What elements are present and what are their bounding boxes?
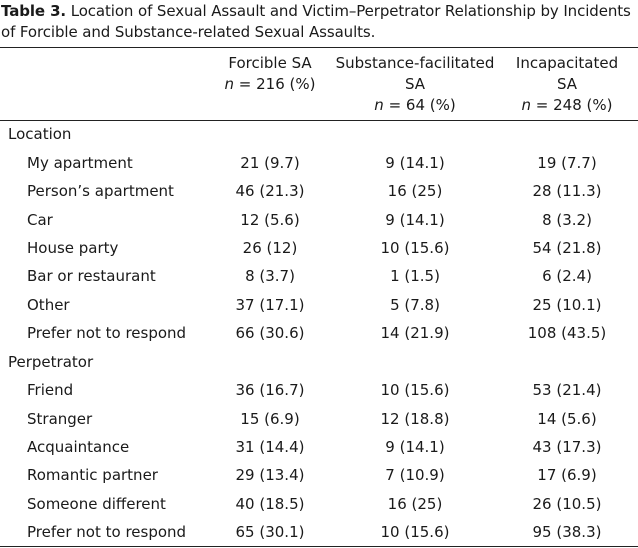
row-label: Car [27, 211, 53, 229]
column-header-n: n = 248 (%) [521, 96, 613, 114]
row-value-substance: 10 (15.6) [380, 523, 450, 541]
row-value-incapacitated: 54 (21.8) [532, 239, 602, 257]
row-value-forcible: 36 (16.7) [235, 381, 305, 399]
column-header-title: Substance-facilitated [335, 54, 495, 72]
column-header-substance: Substance-facilitated SA n = 64 (%) [325, 53, 505, 116]
row-value-incapacitated: 26 (10.5) [532, 495, 602, 513]
header-rule [0, 120, 638, 121]
column-header-forcible: Forcible SA n = 216 (%) [205, 53, 335, 95]
column-header-title-2: SA [404, 75, 426, 93]
table-caption-label: Table 3. [1, 2, 67, 20]
row-value-substance: 16 (25) [387, 182, 443, 200]
row-value-forcible: 8 (3.7) [245, 267, 295, 285]
table-caption-text: Location of Sexual Assault and Victim–Pe… [1, 2, 631, 41]
row-value-forcible: 21 (9.7) [240, 154, 300, 172]
row-value-forcible: 26 (12) [242, 239, 298, 257]
row-value-forcible: 29 (13.4) [235, 466, 305, 484]
column-header-title: Incapacitated [515, 54, 619, 72]
row-value-forcible: 40 (18.5) [235, 495, 305, 513]
column-header-incapacitated: Incapacitated SA n = 248 (%) [502, 53, 632, 116]
row-value-substance: 9 (14.1) [385, 438, 445, 456]
row-value-forcible: 31 (14.4) [235, 438, 305, 456]
top-rule [0, 47, 638, 48]
row-value-incapacitated: 95 (38.3) [532, 523, 602, 541]
row-value-substance: 14 (21.9) [380, 324, 450, 342]
row-value-substance: 5 (7.8) [390, 296, 440, 314]
row-value-incapacitated: 43 (17.3) [532, 438, 602, 456]
column-header-n: n = 64 (%) [374, 96, 456, 114]
row-value-substance: 16 (25) [387, 495, 443, 513]
row-label: My apartment [27, 154, 133, 172]
row-value-forcible: 46 (21.3) [235, 182, 305, 200]
row-value-substance: 10 (15.6) [380, 239, 450, 257]
row-value-substance: 9 (14.1) [385, 211, 445, 229]
row-value-incapacitated: 17 (6.9) [537, 466, 597, 484]
column-header-n: n = 216 (%) [224, 75, 316, 93]
row-label: Person’s apartment [27, 182, 174, 200]
row-label: Friend [27, 381, 74, 399]
row-label: Prefer not to respond [27, 523, 187, 541]
row-value-incapacitated: 28 (11.3) [532, 182, 602, 200]
row-value-forcible: 12 (5.6) [240, 211, 300, 229]
row-value-forcible: 15 (6.9) [240, 410, 300, 428]
row-value-incapacitated: 19 (7.7) [537, 154, 597, 172]
row-label: Bar or restaurant [27, 267, 156, 285]
row-value-forcible: 65 (30.1) [235, 523, 305, 541]
section-title-location: Location [8, 125, 72, 143]
row-value-forcible: 37 (17.1) [235, 296, 305, 314]
row-label: Acquaintance [27, 438, 130, 456]
row-label: House party [27, 239, 119, 257]
row-label: Other [27, 296, 70, 314]
row-label: Romantic partner [27, 466, 158, 484]
row-value-substance: 1 (1.5) [390, 267, 440, 285]
column-header-title: Forcible SA [228, 54, 312, 72]
row-value-forcible: 66 (30.6) [235, 324, 305, 342]
row-value-incapacitated: 14 (5.6) [537, 410, 597, 428]
row-value-substance: 9 (14.1) [385, 154, 445, 172]
row-value-incapacitated: 53 (21.4) [532, 381, 602, 399]
row-value-incapacitated: 25 (10.1) [532, 296, 602, 314]
bottom-rule [0, 546, 638, 547]
row-value-substance: 7 (10.9) [385, 466, 445, 484]
section-title-perpetrator: Perpetrator [8, 353, 94, 371]
row-value-incapacitated: 108 (43.5) [527, 324, 607, 342]
row-label: Prefer not to respond [27, 324, 187, 342]
column-header-title-2: SA [556, 75, 578, 93]
row-value-incapacitated: 8 (3.2) [542, 211, 592, 229]
row-value-substance: 12 (18.8) [380, 410, 450, 428]
table-caption: Table 3. Location of Sexual Assault and … [1, 1, 631, 43]
row-label: Stranger [27, 410, 93, 428]
row-label: Someone different [27, 495, 166, 513]
row-value-substance: 10 (15.6) [380, 381, 450, 399]
row-value-incapacitated: 6 (2.4) [542, 267, 592, 285]
